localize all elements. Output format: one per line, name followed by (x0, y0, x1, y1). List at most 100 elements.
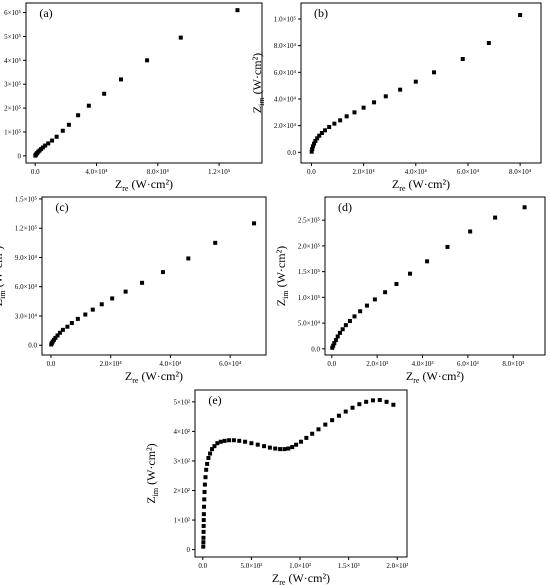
x-axis-label: Zre (W·cm²) (406, 369, 464, 385)
data-point (201, 540, 206, 545)
data-point (53, 335, 58, 340)
data-point (391, 402, 396, 407)
y-axis-label: Zim (W·cm²) (0, 246, 7, 306)
data-point (46, 141, 51, 146)
data-point (202, 482, 207, 487)
data-point (90, 307, 95, 312)
x-tick-label: 8.0×10⁴ (509, 168, 532, 176)
data-point (313, 139, 318, 143)
y-tick-label: 6×10⁵ (4, 9, 21, 17)
data-point (50, 138, 55, 143)
panel-label: (e) (208, 393, 221, 407)
data-point (432, 70, 437, 75)
data-point (352, 314, 357, 319)
y-axis-label: Zim (W·cm²) (144, 443, 160, 503)
data-point (86, 103, 91, 108)
data-point (468, 229, 473, 234)
plot-frame (194, 389, 408, 558)
x-axis-label: Zre (W·cm²) (115, 177, 173, 193)
data-point (327, 125, 332, 129)
plot-frame (25, 2, 263, 164)
data-point (518, 13, 523, 17)
panel-label: (c) (55, 200, 68, 214)
data-point (123, 289, 128, 294)
data-point (204, 467, 209, 472)
data-point (370, 398, 375, 403)
data-point (218, 439, 223, 444)
y-tick-label: 1.0×10⁵ (298, 294, 321, 302)
data-point (102, 91, 107, 96)
y-tick-label: 1×10² (173, 517, 190, 525)
y-tick-label: 2.0×10⁵ (298, 242, 321, 250)
y-tick-label: 1.0×10⁵ (274, 16, 297, 24)
data-point (235, 8, 240, 13)
data-point (319, 131, 324, 135)
data-point (40, 145, 45, 150)
data-point (69, 321, 74, 326)
data-point (372, 100, 377, 105)
data-point (212, 444, 217, 449)
data-point (267, 445, 272, 450)
data-point (54, 134, 59, 139)
data-point (310, 147, 315, 151)
y-tick-label: 2×10² (173, 487, 190, 495)
y-tick-label: 5×10² (173, 398, 190, 406)
data-point (343, 409, 348, 414)
x-tick-label: 4.0×10⁴ (159, 360, 182, 368)
data-point (493, 215, 498, 220)
data-point (330, 418, 335, 423)
data-point (377, 398, 382, 403)
y-tick-label: 8.0×10⁴ (274, 42, 297, 50)
data-point (445, 244, 450, 249)
plot-frame (300, 2, 542, 164)
panel-1: (a) 0.0 4.0×10⁴ 8.0×10⁴ 1.2×10⁵ 0 1×10⁵ 2×10⁵ 3×… (4, 2, 263, 193)
y-tick-label: 3×10⁵ (4, 81, 21, 89)
data-point (408, 271, 413, 276)
y-tick-label: 6.0×10⁴ (15, 283, 38, 291)
x-tick-label: 0.0 (307, 168, 316, 176)
data-point (201, 523, 206, 528)
data-point (222, 438, 227, 443)
data-point (160, 270, 165, 275)
data-point (372, 297, 377, 302)
panel-5: (e) 0.0 5.0×10² 1.0×10³ 1.5×10³ 2.0×10³ 0 1×10²… (144, 389, 408, 585)
data-point (178, 35, 183, 40)
data-point (75, 316, 80, 321)
data-point (338, 118, 343, 123)
y-tick-label: 1.5×10⁵ (15, 195, 38, 203)
data-point (65, 324, 70, 329)
data-point (425, 259, 430, 264)
data-point (336, 413, 341, 418)
data-point (286, 446, 291, 451)
data-point (110, 296, 115, 301)
y-tick-label: 6.0×10⁴ (274, 69, 297, 77)
data-point (55, 333, 60, 338)
panel-label: (d) (338, 200, 352, 214)
data-point (364, 303, 369, 308)
y-tick-label: 4×10⁵ (4, 57, 21, 65)
y-tick-label: 4×10² (173, 428, 190, 436)
data-point (332, 121, 337, 126)
y-tick-label: 9.0×10⁴ (15, 254, 38, 262)
panel-4: (d) 0.0 2.0×10³ 4.0×10³ 6.0×10³ 8.0×10³ 0.0 5.0… (274, 196, 546, 385)
data-point (333, 338, 338, 343)
x-tick-label: 1.2×10⁵ (208, 168, 231, 176)
x-tick-label: 0.0 (327, 360, 336, 368)
data-point (337, 330, 342, 335)
data-point (335, 334, 340, 339)
panel-label: (a) (39, 6, 52, 20)
x-tick-label: 0.0 (31, 168, 40, 176)
y-tick-label: 1.5×10⁵ (298, 268, 321, 276)
data-point (383, 290, 388, 295)
data-point (83, 312, 88, 317)
x-tick-label: 4.0×10⁴ (85, 168, 108, 176)
data-point (309, 149, 314, 154)
x-axis-label: Zre (W·cm²) (272, 571, 330, 585)
y-tick-label: 1×10⁵ (4, 128, 21, 136)
y-tick-label: 0.0 (311, 345, 320, 353)
x-axis-label: Zre (W·cm²) (392, 177, 450, 193)
data-point (60, 128, 65, 133)
data-point (255, 442, 260, 447)
x-tick-label: 5.0×10² (241, 562, 263, 570)
plot-frame (324, 196, 546, 356)
